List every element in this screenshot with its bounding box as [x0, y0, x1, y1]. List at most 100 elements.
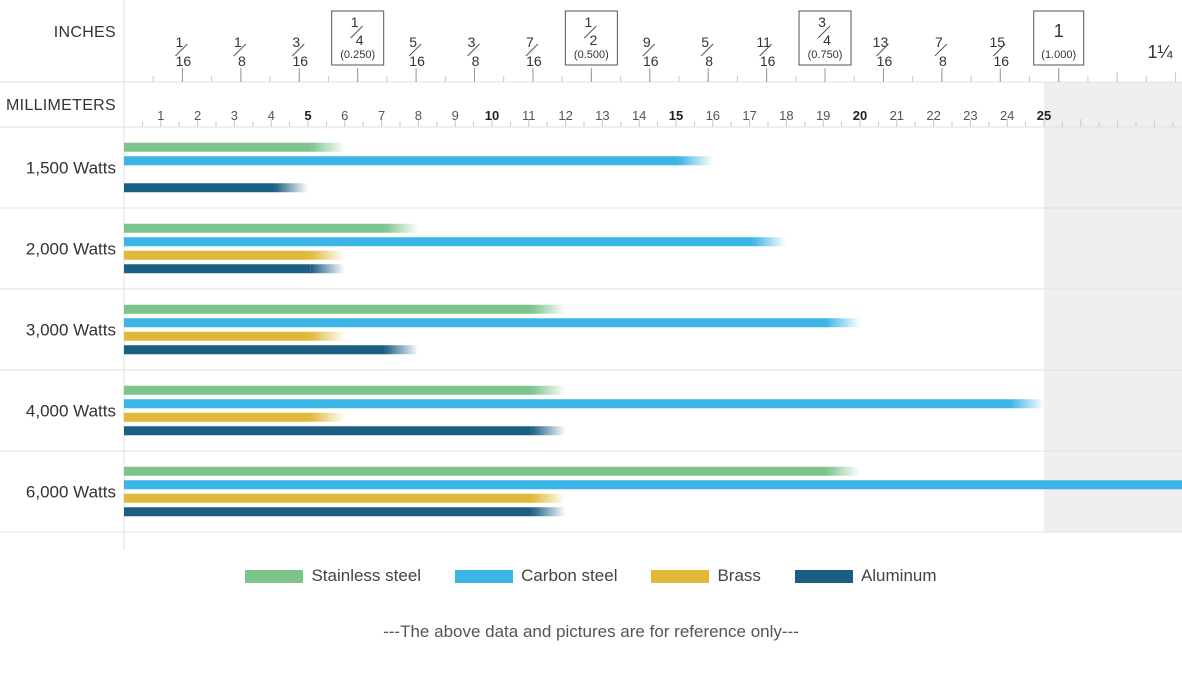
legend-label: Brass [717, 566, 761, 585]
millimeters-axis-label: MILLIMETERS [6, 97, 116, 114]
inch-numerator: 5 [701, 34, 709, 50]
mm-tick-label: 18 [779, 108, 793, 123]
inch-numerator: 1 [584, 14, 592, 30]
bar-fade [826, 318, 860, 328]
bar-fade [826, 466, 860, 476]
inch-denominator: 16 [526, 53, 542, 69]
inch-decimal: (0.750) [808, 49, 843, 61]
bar-solid [124, 345, 385, 355]
bar-carbon-steel [124, 237, 787, 247]
bar-aluminum [124, 345, 419, 355]
mm-tick-label: 12 [558, 108, 572, 123]
inch-tick-label: 1 2(0.500) [564, 10, 618, 82]
cutting-capacity-chart: 1161831614(0.250)5163871612(0.500)916581… [0, 0, 1182, 550]
inch-tick-label: 1 4(0.250) [331, 10, 385, 82]
mm-tick-label: 10 [485, 108, 499, 123]
bar-fade [531, 493, 566, 503]
mm-tick-label: 22 [926, 108, 940, 123]
mm-tick-label: 17 [742, 108, 756, 123]
bar-solid [124, 493, 532, 503]
mm-tick-label: 21 [890, 108, 904, 123]
fraction-slash [584, 25, 597, 39]
legend-swatch [794, 569, 853, 583]
inch-denominator: 4 [356, 32, 364, 48]
inch-denominator: 16 [176, 53, 192, 69]
inch-tick-label: 78 [934, 34, 948, 82]
inch-numerator: 13 [873, 34, 889, 50]
inch-decimal: (0.250) [340, 49, 375, 61]
fraction-slash [291, 43, 305, 57]
bar-solid [124, 264, 311, 274]
fraction-slash [642, 43, 656, 57]
power-level-label: 3,000 Watts [26, 321, 116, 340]
fraction-slash [467, 43, 480, 57]
bar-solid [124, 237, 753, 247]
bar-carbon-steel [124, 399, 1044, 409]
bar-stainless-steel [124, 304, 566, 314]
power-level-label: 1,500 Watts [26, 159, 116, 178]
highlight-region [1044, 82, 1182, 532]
bar-solid [124, 399, 1010, 409]
inch-denominator: 8 [472, 53, 480, 69]
legend-item: Carbon steel [455, 566, 617, 586]
inch-tick-label: 316 [291, 34, 308, 82]
bar-stainless-steel [124, 466, 860, 476]
mm-tick-label: 24 [1000, 108, 1014, 123]
inch-tick-label: 3 4(0.750) [798, 10, 852, 82]
bar-fade [274, 183, 308, 193]
bar-brass [124, 412, 345, 422]
bar-solid [124, 412, 311, 422]
bar-fade [310, 250, 345, 260]
bar-brass [124, 250, 345, 260]
inch-numerator: 7 [935, 34, 943, 50]
bar-fade [1010, 399, 1044, 409]
bar-fade [531, 507, 566, 517]
fraction-slash [175, 43, 188, 57]
bar-stainless-steel [124, 385, 566, 395]
inch-denominator: 16 [409, 53, 425, 69]
inch-numerator: 15 [990, 34, 1006, 50]
mm-tick-label: 25 [1037, 108, 1051, 123]
legend: Stainless steel Carbon steel Brass Aluminum [0, 566, 1182, 586]
fraction-slash [233, 43, 247, 57]
inch-tick-label: 516 [408, 34, 425, 82]
bar-aluminum [124, 183, 308, 193]
inch-numerator: 7 [526, 34, 534, 50]
bar-aluminum [124, 264, 345, 274]
inch-numerator: 1 [351, 14, 359, 30]
inch-tick-label: 716 [525, 34, 542, 82]
inch-denominator: 16 [994, 53, 1010, 69]
inch-denominator: 8 [705, 53, 713, 69]
bar-solid [124, 466, 826, 476]
inch-decimal: (1.000) [1041, 49, 1076, 61]
legend-swatch [245, 569, 304, 583]
bar-solid [124, 426, 532, 436]
inch-numerator: 1 [176, 34, 184, 50]
inch-tick-label: 38 [467, 34, 480, 82]
bar-fade [531, 426, 566, 436]
inch-tick-label: 1 (1.000) [1033, 10, 1085, 82]
inch-denominator: 2 [589, 32, 597, 48]
inch-denominator: 16 [760, 53, 776, 69]
mm-tick-label: 2 [194, 108, 201, 123]
mm-tick-label: 3 [231, 108, 238, 123]
bar-solid [124, 331, 311, 341]
bar-solid [124, 183, 275, 193]
inch-callout-box [798, 10, 852, 66]
mm-tick-label: 5 [304, 108, 311, 123]
inch-whole: 1 [1054, 21, 1064, 41]
fraction-slash [350, 25, 364, 39]
legend-item: Stainless steel [245, 566, 421, 586]
inches-axis-label: INCHES [54, 24, 116, 41]
bar-fade [310, 331, 345, 341]
power-level-label: 4,000 Watts [26, 402, 116, 421]
bar-solid [124, 304, 532, 314]
mm-tick-label: 15 [669, 108, 683, 123]
mm-tick-label: 20 [853, 108, 867, 123]
inch-decimal: (0.500) [574, 49, 609, 61]
power-level-label: 6,000 Watts [26, 483, 116, 502]
inch-callout-box [564, 10, 618, 66]
fraction-slash [876, 43, 889, 57]
